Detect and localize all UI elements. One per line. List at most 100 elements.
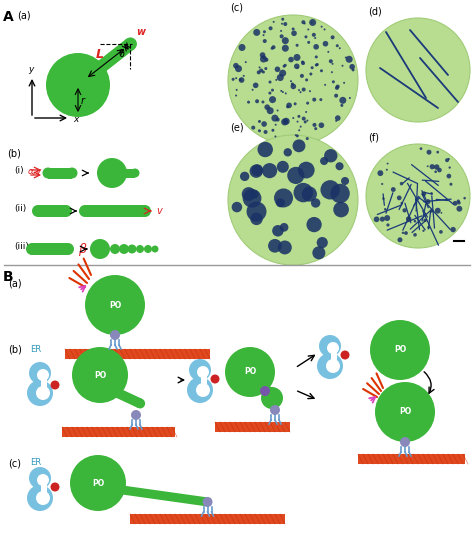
Circle shape [400,182,403,185]
Circle shape [272,225,283,237]
Circle shape [32,205,44,217]
Circle shape [335,86,339,90]
Circle shape [374,216,379,222]
Circle shape [260,55,267,62]
Circle shape [331,63,334,65]
Bar [38,205,66,217]
Bar [195,369,205,391]
Circle shape [306,119,309,122]
Circle shape [286,105,289,109]
Circle shape [324,28,326,31]
Circle shape [297,115,301,118]
Circle shape [329,59,333,63]
Text: B: B [3,270,14,284]
Text: PO: PO [109,300,121,310]
Circle shape [255,99,259,103]
Bar [35,477,45,499]
Circle shape [309,90,311,92]
Circle shape [269,96,276,103]
Circle shape [276,198,285,207]
Circle shape [235,77,237,79]
Circle shape [349,64,355,70]
Circle shape [27,380,53,406]
Circle shape [243,189,262,208]
Circle shape [283,65,286,68]
Text: (iii): (iii) [14,242,29,251]
Circle shape [144,245,152,253]
Circle shape [422,230,425,232]
Circle shape [309,19,316,26]
Circle shape [270,405,280,415]
Circle shape [286,102,292,108]
Circle shape [317,353,343,379]
Circle shape [382,197,385,200]
Circle shape [75,76,88,89]
Circle shape [210,374,219,384]
Circle shape [281,118,288,125]
Circle shape [262,100,264,104]
Circle shape [274,66,280,72]
Circle shape [283,148,292,157]
Circle shape [261,387,283,409]
Circle shape [280,223,288,232]
Text: (c): (c) [230,3,243,13]
Text: r: r [81,96,85,106]
Text: α,γ: α,γ [28,168,42,176]
Circle shape [291,83,294,85]
Circle shape [297,121,299,123]
Circle shape [423,219,427,222]
Circle shape [419,147,422,150]
Circle shape [247,101,250,104]
Circle shape [352,68,355,71]
Circle shape [283,118,290,125]
Circle shape [232,78,235,81]
Circle shape [325,340,335,350]
Circle shape [377,170,383,176]
Text: y: y [28,65,34,74]
Circle shape [104,483,113,493]
Circle shape [228,15,358,145]
Circle shape [27,485,53,511]
Circle shape [434,164,439,170]
Circle shape [274,124,277,125]
Text: ER: ER [30,345,41,354]
Circle shape [437,151,439,153]
Circle shape [310,72,312,76]
Circle shape [250,190,259,198]
Text: (i): (i) [14,166,24,175]
Circle shape [397,196,401,200]
Circle shape [225,347,275,397]
Circle shape [430,209,433,213]
Circle shape [201,369,207,375]
Circle shape [320,157,328,165]
Circle shape [306,137,309,140]
Circle shape [312,246,325,259]
Circle shape [232,202,242,212]
Circle shape [277,74,284,81]
Circle shape [305,111,307,113]
Circle shape [386,169,388,171]
Circle shape [250,378,259,387]
Circle shape [334,94,338,98]
Circle shape [277,110,279,111]
Circle shape [293,183,313,202]
Circle shape [320,180,340,199]
Circle shape [301,88,306,92]
Circle shape [275,79,277,81]
Circle shape [304,121,307,123]
Circle shape [346,56,353,63]
Circle shape [298,89,300,91]
Circle shape [306,101,309,105]
Circle shape [277,161,289,173]
Bar [215,422,290,432]
Circle shape [110,330,120,340]
Text: ER: ER [30,458,41,467]
Circle shape [315,55,318,59]
Circle shape [421,191,426,196]
Circle shape [304,35,308,38]
Circle shape [339,97,346,104]
Circle shape [305,78,308,82]
Circle shape [326,359,340,373]
Circle shape [245,61,247,63]
Circle shape [196,383,210,397]
